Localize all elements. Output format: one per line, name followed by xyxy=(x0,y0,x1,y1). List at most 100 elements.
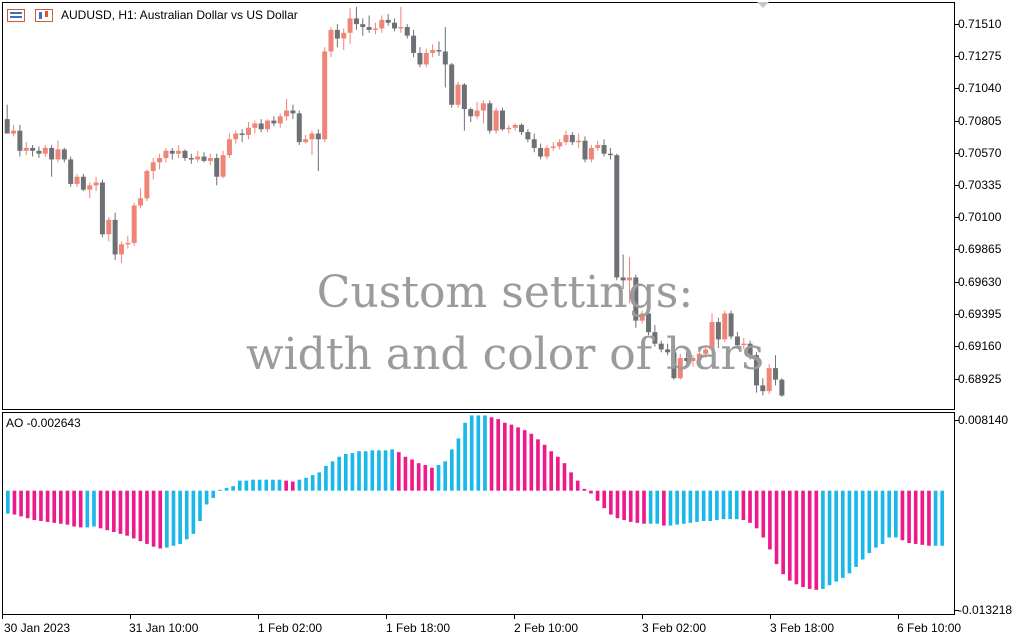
bear-candle xyxy=(715,322,721,340)
price-axis-tick xyxy=(955,314,959,315)
ao-bar-up xyxy=(343,453,348,491)
bear-candle xyxy=(607,153,613,156)
ao-bar-up xyxy=(880,490,885,544)
ao-bar-up xyxy=(191,490,196,534)
price-axis-label: 0.69630 xyxy=(958,275,1002,289)
ao-bar-up xyxy=(218,489,222,491)
chart-shift-marker[interactable] xyxy=(757,2,769,8)
ao-bar-down xyxy=(595,490,600,501)
bear-candle xyxy=(182,150,188,159)
chart-bars-icon[interactable] xyxy=(7,9,25,22)
ao-bar-down xyxy=(575,480,580,491)
ao-bar-down xyxy=(781,490,785,575)
price-axis-tick xyxy=(955,153,959,154)
bear-candle xyxy=(392,22,398,29)
bull-candle xyxy=(74,176,80,184)
bull-candle xyxy=(42,147,48,154)
ao-bar-up xyxy=(224,487,229,491)
bear-candle xyxy=(360,24,366,28)
ao-bar-up xyxy=(436,465,441,491)
time-axis-label: 3 Feb 02:00 xyxy=(642,621,707,635)
bull-candle xyxy=(639,313,645,321)
bull-candle xyxy=(677,358,683,379)
bull-candle xyxy=(709,322,715,350)
time-axis-label: 2 Feb 10:00 xyxy=(514,621,579,635)
ao-bar-down xyxy=(635,490,640,523)
bear-candle xyxy=(652,332,658,344)
bull-candle xyxy=(696,353,702,359)
ao-bar-down xyxy=(761,490,766,538)
candles-icon[interactable] xyxy=(35,9,53,22)
ao-bar-up xyxy=(708,490,713,521)
ao-bar-down xyxy=(562,463,567,491)
bear-candle xyxy=(773,368,779,380)
price-axis-tick xyxy=(955,24,959,25)
bear-candle xyxy=(499,110,505,130)
ao-axis-max-label: 0.008140 xyxy=(958,413,1009,427)
bull-candle xyxy=(322,51,328,140)
ao-axis-min-label: -0.013218 xyxy=(958,603,1013,617)
bull-candle xyxy=(328,29,334,52)
ao-bar-down xyxy=(403,456,408,491)
ao-bar-up xyxy=(357,451,361,491)
bear-candle xyxy=(728,313,734,337)
ao-bar-down xyxy=(138,490,143,542)
ao-bar-up xyxy=(834,490,838,582)
bull-candle xyxy=(766,368,772,392)
ao-bar-down xyxy=(748,490,752,523)
ao-bar-down xyxy=(801,490,805,588)
bull-candle xyxy=(118,244,124,255)
bear-candle xyxy=(633,277,639,321)
ao-bar-up xyxy=(264,479,269,491)
ao-bar-down xyxy=(72,490,76,527)
bear-candle xyxy=(4,119,10,134)
bull-candle xyxy=(512,124,518,128)
ao-bar-up xyxy=(330,461,335,491)
ao-bar-up xyxy=(483,415,487,491)
bear-candle xyxy=(614,155,620,278)
bear-candle xyxy=(112,219,118,255)
ao-bar-up xyxy=(304,477,308,491)
price-axis-label: 0.69865 xyxy=(958,242,1002,256)
ao-bar-up xyxy=(874,490,878,548)
bear-candle xyxy=(684,358,690,361)
bull-candle xyxy=(226,139,232,156)
price-chart-panel[interactable] xyxy=(2,2,955,410)
ao-bar-up xyxy=(456,438,461,491)
ao-bar-up xyxy=(85,490,90,528)
bull-candle xyxy=(220,155,226,177)
ao-bar-up xyxy=(297,479,302,491)
ao-bar-down xyxy=(602,490,607,509)
ao-bar-down xyxy=(814,490,819,590)
time-axis-tick xyxy=(898,615,899,619)
ao-bar-up xyxy=(337,456,341,491)
bull-candle xyxy=(544,147,550,157)
ao-bar-up xyxy=(648,490,653,524)
bear-candle xyxy=(99,182,105,235)
bear-candle xyxy=(487,103,493,131)
ao-bar-down xyxy=(920,490,925,545)
price-axis-label: 0.68925 xyxy=(958,372,1002,386)
time-axis-tick xyxy=(130,615,131,619)
ao-bar-down xyxy=(151,490,156,547)
ao-bar-up xyxy=(469,415,474,491)
ao-bar-down xyxy=(105,490,110,531)
bull-candle xyxy=(423,52,429,65)
ao-bar-down xyxy=(768,490,772,550)
time-axis-tick xyxy=(258,615,259,619)
ao-bar-up xyxy=(443,461,448,491)
ao-bar-up xyxy=(317,472,322,491)
bull-candle xyxy=(11,130,17,134)
ao-bar-up xyxy=(933,490,938,546)
bear-candle xyxy=(334,29,340,39)
ao-axis-tick xyxy=(955,420,959,421)
ao-bar-down xyxy=(12,490,17,515)
time-axis-tick xyxy=(514,615,515,619)
ao-bar-down xyxy=(529,433,534,491)
price-axis-tick xyxy=(955,282,959,283)
ao-bar-down xyxy=(522,430,527,491)
bear-candle xyxy=(68,159,74,184)
bull-candle xyxy=(23,147,29,151)
ao-bar-up xyxy=(668,490,673,526)
